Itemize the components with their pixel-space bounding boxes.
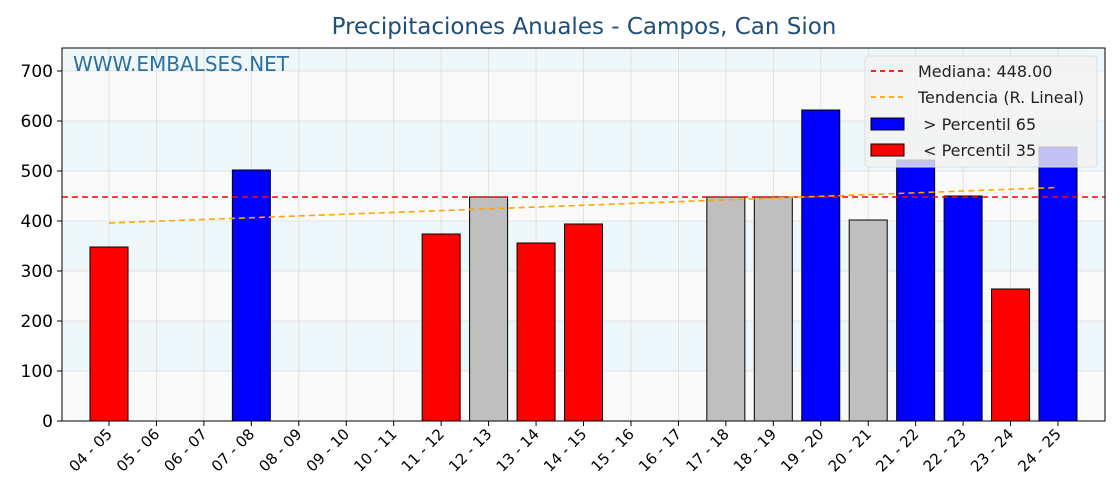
bar-23-24	[991, 288, 1031, 422]
bar-22-23	[943, 195, 983, 422]
x-tick-label: 22 - 23	[920, 425, 970, 475]
x-tick-label: 15 - 16	[587, 425, 637, 475]
legend: Mediana: 448.00 Tendencia (R. Lineal) > …	[864, 55, 1098, 168]
chart-title: Precipitaciones Anuales - Campos, Can Si…	[332, 14, 837, 40]
legend-median-label: Mediana: 448.00	[918, 62, 1052, 81]
legend-trend-label: Tendencia (R. Lineal)	[917, 88, 1084, 107]
y-tick-label: 700	[21, 62, 53, 82]
y-tick-label: 0	[42, 412, 53, 432]
x-tick-label: 13 - 14	[493, 425, 543, 475]
y-tick-label: 100	[21, 362, 53, 382]
x-tick-label: 16 - 17	[635, 425, 685, 475]
x-tick-label: 10 - 11	[350, 425, 400, 475]
bar-13-14	[516, 242, 556, 422]
bar-21-22	[896, 159, 936, 422]
watermark: WWW.EMBALSES.NET	[73, 52, 290, 76]
legend-low-label: < Percentil 35	[918, 141, 1036, 160]
legend-low-swatch	[870, 143, 905, 157]
bar-19-20	[801, 109, 841, 422]
x-tick-label: 04 - 05	[66, 425, 116, 475]
bar-11-12	[421, 233, 461, 422]
bar-12-13	[469, 196, 509, 422]
y-tick-label: 400	[21, 212, 53, 232]
legend-high-label: > Percentil 65	[918, 115, 1036, 134]
bar-18-19	[753, 196, 793, 422]
x-tick-label: 17 - 18	[682, 425, 732, 475]
bar-04-05	[89, 246, 129, 422]
bar-14-15	[564, 223, 603, 422]
x-tick-label: 20 - 21	[825, 425, 875, 475]
y-tick-label: 300	[21, 262, 53, 282]
trend-line	[108, 186, 1059, 224]
x-tick-label: 05 - 06	[113, 425, 163, 475]
x-tick-label: 23 - 24	[967, 425, 1017, 475]
x-tick-label: 12 - 13	[445, 425, 495, 475]
x-tick-label: 14 - 15	[540, 425, 590, 475]
x-tick-label: 07 - 08	[208, 425, 258, 475]
y-tick-label: 500	[21, 162, 53, 182]
x-tick-label: 19 - 20	[777, 425, 827, 475]
x-tick-label: 21 - 22	[872, 425, 922, 475]
bar-07-08	[231, 169, 271, 422]
x-tick-label: 09 - 10	[303, 425, 353, 475]
x-tick-label: 24 - 25	[1015, 425, 1065, 475]
bar-17-18	[706, 196, 746, 422]
bar-24-25	[1038, 146, 1078, 422]
x-tick-label: 06 - 07	[160, 425, 210, 475]
y-tick-label: 600	[21, 112, 53, 132]
legend-high-swatch	[870, 117, 905, 131]
x-tick-label: 18 - 19	[730, 425, 780, 475]
x-tick-label: 08 - 09	[255, 425, 305, 475]
y-tick-label: 200	[21, 312, 53, 332]
bar-20-21	[848, 219, 888, 422]
x-tick-label: 11 - 12	[398, 425, 448, 475]
